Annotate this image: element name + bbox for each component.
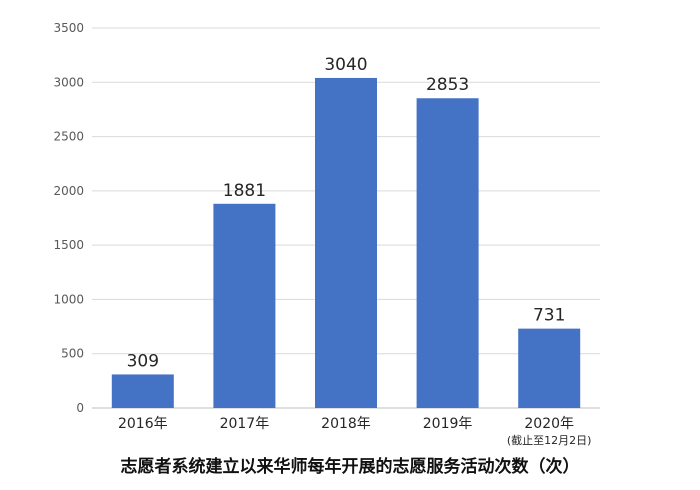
y-tick-label: 1000 — [53, 292, 84, 306]
chart-title: 志愿者系统建立以来华师每年开展的志愿服务活动次数（次） — [120, 457, 580, 477]
x-tick-label: 2018年 — [321, 416, 371, 432]
x-tick-label: 2020年 — [524, 416, 574, 432]
bar — [213, 203, 276, 408]
data-label: 3040 — [324, 55, 367, 75]
y-tick-label: 2000 — [53, 184, 84, 198]
data-label: 2853 — [426, 75, 469, 95]
x-tick-label: 2019年 — [423, 416, 473, 432]
x-tick-note: (截止至12月2日) — [507, 433, 592, 447]
data-label: 1881 — [223, 181, 266, 201]
bar — [111, 374, 174, 408]
x-tick-label: 2017年 — [220, 416, 270, 432]
bar-chart: 0 500 1000 1500 2000 2500 3000 3500 309 2016年 1881… — [53, 21, 600, 447]
data-label: 731 — [533, 306, 565, 326]
y-tick-label: 1500 — [53, 238, 84, 252]
y-tick-label: 3500 — [53, 21, 84, 35]
y-tick-label: 0 — [76, 401, 84, 415]
bar — [315, 77, 377, 408]
bar — [518, 328, 581, 408]
y-tick-label: 2500 — [53, 130, 84, 144]
x-tick-label: 2016年 — [118, 416, 168, 432]
bar — [416, 98, 479, 408]
y-tick-label: 3000 — [53, 75, 84, 89]
y-tick-label: 500 — [61, 347, 84, 361]
data-label: 309 — [127, 351, 159, 371]
